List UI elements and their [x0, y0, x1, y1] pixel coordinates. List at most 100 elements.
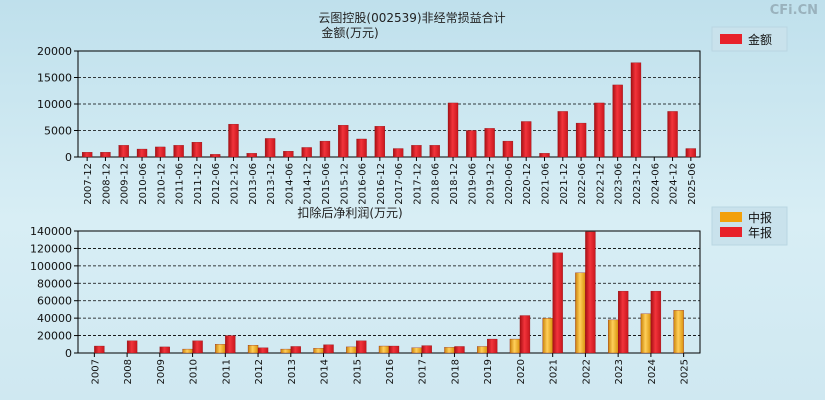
x-tick-label: 2015-06	[321, 163, 332, 205]
x-tick-label: 2025-06	[687, 163, 698, 205]
legend-label-interim: 中报	[748, 210, 772, 225]
bar-amount	[575, 122, 587, 158]
y-tick-label: 15000	[37, 72, 72, 85]
y-tick-label: 0	[65, 151, 72, 164]
plot-frame	[77, 230, 701, 354]
x-tick-label: 2025	[680, 359, 691, 384]
bar-amount	[667, 111, 678, 158]
x-tick-label: 2019	[483, 359, 494, 384]
bar-amount	[392, 148, 404, 158]
chart1-legend: 金额	[711, 26, 788, 52]
bar-amount	[100, 152, 111, 158]
bar-annual	[356, 340, 367, 354]
chart2-legend: 中报 年报	[711, 206, 788, 246]
bar-interim	[673, 310, 684, 354]
x-tick-label: 2022	[581, 359, 592, 384]
bar-annual	[192, 340, 203, 354]
bar-annual	[388, 345, 400, 354]
bar-amount	[484, 128, 495, 158]
x-tick-label: 2023	[614, 359, 625, 384]
y-tick-label: 0	[65, 347, 72, 360]
bar-amount	[191, 142, 203, 158]
bar-amount	[612, 84, 623, 158]
bar-interim	[509, 338, 521, 354]
legend-label-annual: 年报	[748, 225, 772, 240]
x-tick-label: 2021-12	[559, 163, 570, 205]
x-tick-label: 2016-06	[358, 163, 369, 205]
x-tick-label: 2021-06	[541, 163, 552, 205]
x-tick-label: 2014	[320, 359, 331, 384]
x-tick-label: 2016-12	[376, 163, 387, 205]
legend-label-amount: 金额	[748, 32, 772, 47]
bar-amount	[429, 145, 440, 158]
x-tick-label: 2020	[516, 359, 527, 384]
x-tick-label: 2018-12	[449, 163, 460, 205]
bar-interim	[182, 348, 193, 354]
bar-annual	[650, 290, 662, 354]
x-tick-label: 2011-06	[175, 163, 186, 205]
x-tick-label: 2017-06	[394, 163, 405, 205]
legend-swatch-interim	[720, 212, 742, 222]
bar-amount	[210, 154, 221, 158]
y-tick-label: 120000	[30, 242, 72, 255]
y-tick-label: 20000	[37, 330, 72, 343]
x-tick-label: 2013-06	[248, 163, 259, 205]
bar-amount	[301, 147, 312, 158]
bar-amount	[356, 138, 367, 158]
chart2-title: 扣除后净利润(万元)	[297, 205, 402, 220]
bar-interim	[313, 348, 324, 354]
bar-annual	[585, 231, 596, 354]
y-tick-label: 40000	[37, 312, 72, 325]
bar-interim	[444, 347, 455, 354]
x-tick-label: 2012	[254, 359, 265, 384]
bar-amount	[173, 145, 184, 158]
bar-amount	[466, 130, 477, 158]
watermark: CFi.CN	[770, 3, 818, 18]
bar-amount	[264, 138, 276, 158]
y-tick-label: 140000	[30, 225, 72, 238]
x-tick-label: 2011	[221, 359, 232, 384]
bar-amount	[246, 153, 257, 158]
bar-amount	[630, 62, 642, 158]
bar-annual	[421, 345, 432, 354]
bar-interim	[608, 319, 619, 354]
x-tick-label: 2018	[450, 359, 461, 384]
chart1-plot: 0 5000 10000 15000 20000 2007-12 2008-12 2009-1…	[37, 45, 701, 205]
chart2-plot: 0 20000 40000 60000 80000 100000 120000 140000 2…	[30, 225, 701, 384]
bar-amount	[319, 140, 331, 158]
bar-interim	[411, 347, 422, 354]
x-tick-label: 2024-12	[669, 163, 680, 205]
chart1-title: 云图控股(002539)非经常损益合计	[318, 10, 505, 25]
x-tick-label: 2014-06	[284, 163, 295, 205]
bar-amount	[81, 152, 93, 158]
bar-interim	[346, 346, 357, 354]
bar-amount	[685, 148, 697, 158]
x-tick-label: 2010	[189, 359, 200, 384]
x-tick-label: 2008	[123, 359, 134, 384]
x-tick-label: 2022-06	[577, 163, 588, 205]
y-tick-label: 20000	[37, 45, 72, 58]
x-tick-label: 2007-12	[83, 163, 94, 205]
bar-annual	[159, 346, 170, 354]
bar-annual	[323, 344, 334, 354]
x-tick-label: 2012-06	[211, 163, 222, 205]
bar-amount	[338, 125, 349, 158]
bar-interim	[215, 344, 226, 354]
y-tick-label: 10000	[37, 98, 72, 111]
bar-amount	[502, 140, 514, 158]
bar-interim	[477, 346, 488, 354]
x-tick-label: 2013	[287, 359, 298, 384]
x-tick-label: 2024	[647, 359, 658, 384]
bar-amount	[411, 145, 422, 158]
x-tick-label: 2015-12	[339, 163, 350, 205]
x-tick-label: 2010-06	[138, 163, 149, 205]
x-tick-label: 2019-12	[486, 163, 497, 205]
x-tick-label: 2007	[90, 359, 101, 384]
y-tick-label: 100000	[30, 260, 72, 273]
bar-annual	[290, 346, 301, 354]
y-tick-label: 80000	[37, 277, 72, 290]
bar-annual	[257, 347, 269, 354]
bar-interim	[280, 348, 291, 354]
bar-annual	[94, 345, 105, 354]
